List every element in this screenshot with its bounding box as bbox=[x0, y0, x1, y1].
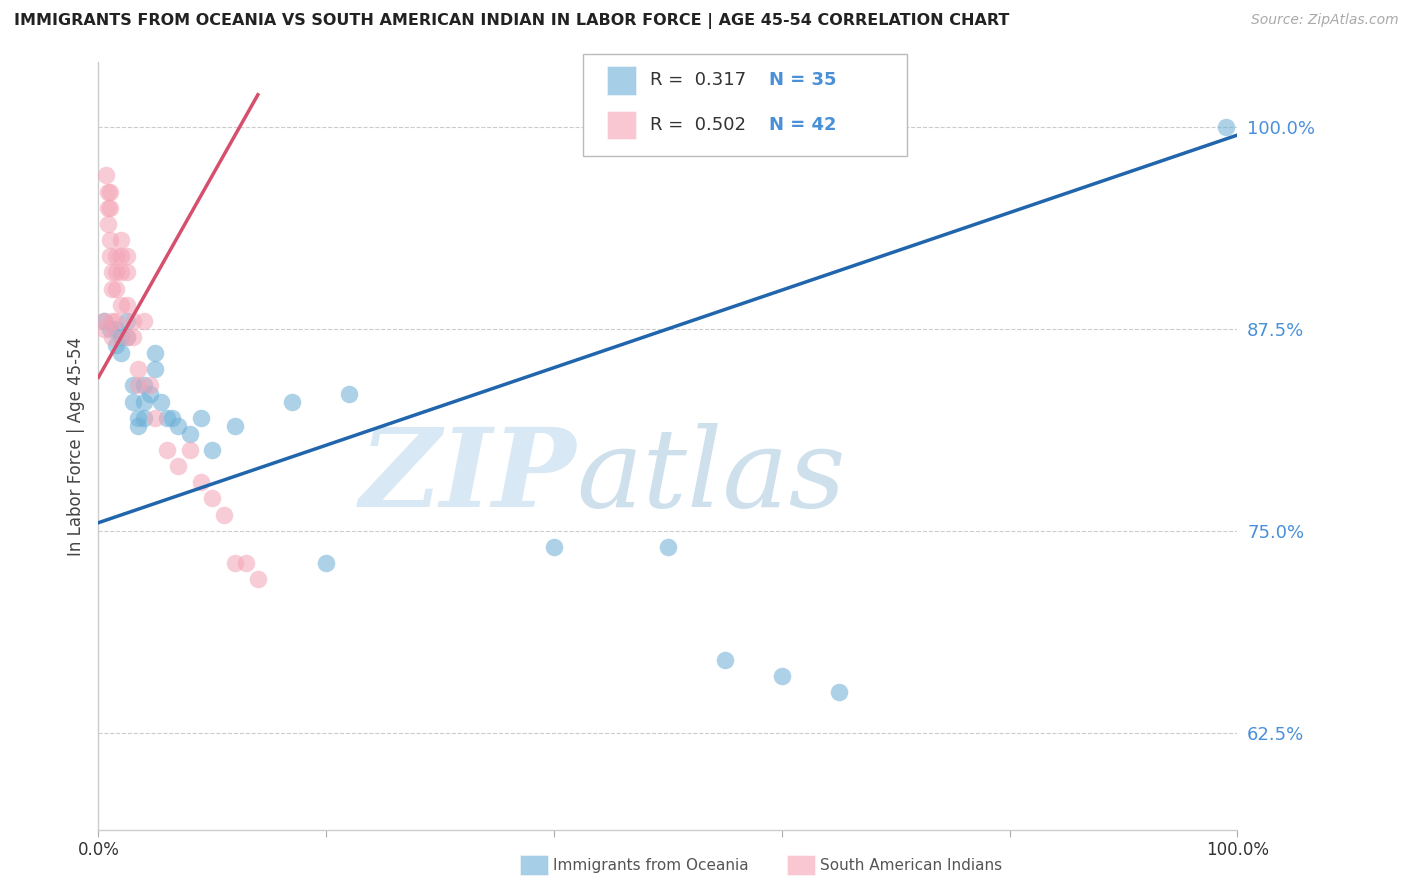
Text: atlas: atlas bbox=[576, 423, 846, 531]
Point bbox=[145, 362, 167, 376]
Point bbox=[96, 169, 118, 183]
Point bbox=[770, 669, 793, 683]
Point bbox=[190, 410, 212, 425]
Point bbox=[179, 443, 201, 458]
Point bbox=[150, 394, 173, 409]
Point bbox=[98, 201, 121, 215]
Point bbox=[127, 362, 149, 376]
Point bbox=[101, 330, 124, 344]
Point bbox=[127, 410, 149, 425]
Point bbox=[224, 418, 246, 433]
Text: N = 42: N = 42 bbox=[769, 116, 837, 134]
Point bbox=[162, 410, 184, 425]
Point bbox=[96, 201, 118, 215]
Point bbox=[121, 330, 143, 344]
Point bbox=[115, 298, 138, 312]
Point bbox=[1215, 120, 1237, 134]
Point bbox=[224, 556, 246, 570]
Point bbox=[235, 556, 257, 570]
Point bbox=[96, 185, 118, 199]
Point bbox=[127, 378, 149, 392]
Point bbox=[127, 418, 149, 433]
Point bbox=[104, 322, 127, 336]
Point bbox=[132, 410, 155, 425]
Point bbox=[156, 443, 179, 458]
Point bbox=[132, 378, 155, 392]
Point bbox=[110, 330, 132, 344]
Point bbox=[115, 265, 138, 279]
Point bbox=[121, 378, 143, 392]
Text: Immigrants from Oceania: Immigrants from Oceania bbox=[553, 858, 748, 872]
Point bbox=[132, 314, 155, 328]
Point bbox=[93, 314, 115, 328]
Point bbox=[110, 249, 132, 263]
Point bbox=[121, 314, 143, 328]
Point bbox=[101, 281, 124, 295]
Text: IMMIGRANTS FROM OCEANIA VS SOUTH AMERICAN INDIAN IN LABOR FORCE | AGE 45-54 CORR: IMMIGRANTS FROM OCEANIA VS SOUTH AMERICA… bbox=[14, 13, 1010, 29]
Point bbox=[93, 322, 115, 336]
Point bbox=[145, 410, 167, 425]
Point bbox=[145, 346, 167, 360]
Point bbox=[190, 475, 212, 490]
Text: R =  0.502: R = 0.502 bbox=[650, 116, 745, 134]
Point bbox=[132, 394, 155, 409]
Point bbox=[98, 322, 121, 336]
Point bbox=[201, 491, 224, 506]
Point bbox=[96, 217, 118, 231]
Point bbox=[115, 249, 138, 263]
Point bbox=[115, 314, 138, 328]
Point bbox=[110, 233, 132, 247]
Point bbox=[93, 314, 115, 328]
Point bbox=[828, 685, 851, 699]
Point bbox=[201, 443, 224, 458]
Point bbox=[104, 265, 127, 279]
Point bbox=[281, 394, 304, 409]
Point bbox=[167, 459, 190, 474]
Point bbox=[104, 281, 127, 295]
Point bbox=[98, 249, 121, 263]
Point bbox=[246, 572, 269, 586]
Text: Source: ZipAtlas.com: Source: ZipAtlas.com bbox=[1251, 13, 1399, 28]
Point bbox=[104, 249, 127, 263]
Point bbox=[212, 508, 235, 522]
Point bbox=[104, 314, 127, 328]
Point bbox=[543, 540, 565, 554]
Text: R =  0.317: R = 0.317 bbox=[650, 71, 745, 89]
Point bbox=[156, 410, 179, 425]
Point bbox=[98, 233, 121, 247]
Text: N = 35: N = 35 bbox=[769, 71, 837, 89]
Point bbox=[657, 540, 679, 554]
Point bbox=[101, 265, 124, 279]
Point bbox=[115, 330, 138, 344]
Point bbox=[337, 386, 360, 401]
Point bbox=[104, 338, 127, 352]
Point bbox=[138, 378, 160, 392]
Point bbox=[115, 330, 138, 344]
Point bbox=[121, 394, 143, 409]
Point bbox=[110, 265, 132, 279]
Point bbox=[714, 653, 737, 667]
Text: South American Indians: South American Indians bbox=[820, 858, 1002, 872]
Point bbox=[315, 556, 337, 570]
Point bbox=[110, 298, 132, 312]
Y-axis label: In Labor Force | Age 45-54: In Labor Force | Age 45-54 bbox=[66, 336, 84, 556]
Point bbox=[110, 346, 132, 360]
Point bbox=[138, 386, 160, 401]
Point bbox=[101, 314, 124, 328]
Point bbox=[98, 185, 121, 199]
Point bbox=[167, 418, 190, 433]
Text: ZIP: ZIP bbox=[360, 423, 576, 531]
Point bbox=[179, 426, 201, 441]
